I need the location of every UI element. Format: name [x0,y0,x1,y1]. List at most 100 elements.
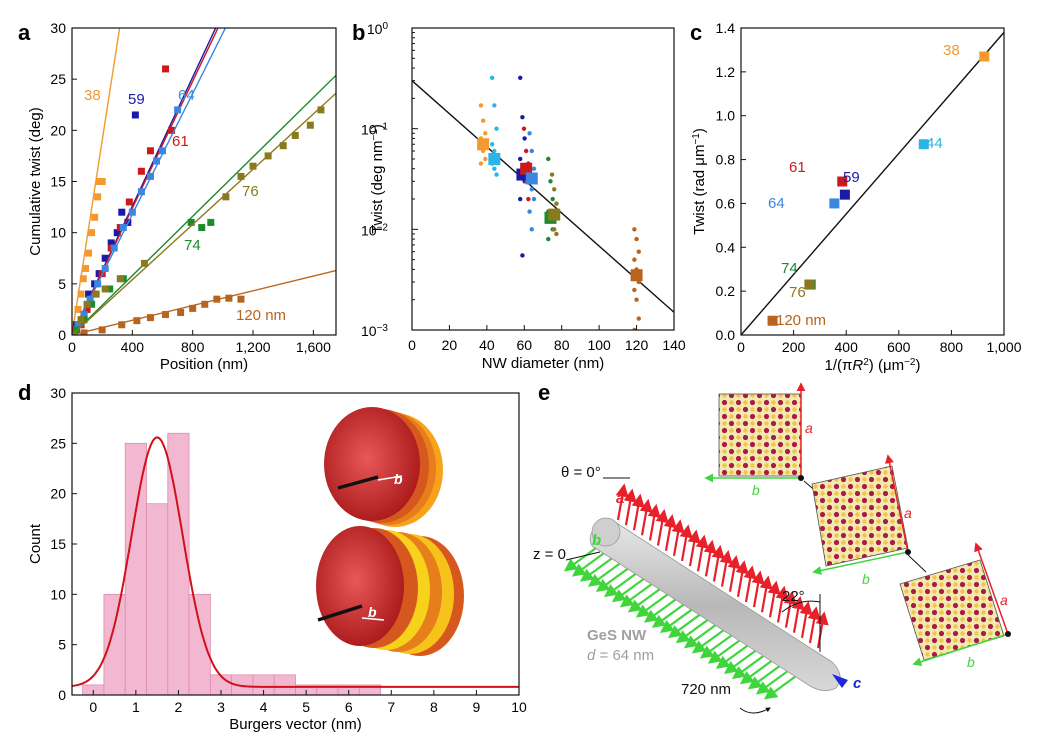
cell-a-axis [885,454,909,553]
dislocation-line [317,604,363,622]
b-arrow [619,582,653,608]
y-axis-title: Count [27,523,44,564]
b-axis-label-wire: b [592,532,601,549]
data-point-76 [291,131,299,139]
data-point-120 nm [189,304,197,312]
x-tick-label: 8 [430,699,438,715]
crystal-cell-3: a b [899,542,1011,670]
a-arrow [783,590,797,628]
chart-panel-d: 0 1 2 3 4 5 6 7 8 9 10 0 5 10 15 20 25 30 Burgers vector (… [27,385,527,733]
raw-point [520,114,525,120]
histogram-bar [124,442,147,696]
raw-point [520,253,525,258]
data-point-74 [187,218,195,226]
b-arrow [635,593,669,618]
data-point-59 [107,239,115,247]
data-point-120 nm [237,295,245,303]
point-label-59: 59 [843,169,860,186]
burgers-label-bottom: b [368,604,377,620]
y-tick-label: 10−2 [361,222,388,239]
x-axis-title: Position (nm) [160,356,248,373]
b-arrow [763,675,797,700]
fit-line [741,31,1004,335]
b-arrow [739,659,773,685]
data-point-74 [73,326,81,334]
plot-area [412,75,674,330]
plot-area [741,31,1004,335]
burgers-label-top: b [394,471,403,487]
data-point-120 nm [162,311,170,319]
cell-a-axis [974,542,1009,635]
raw-point [489,75,495,81]
b-arrow [627,588,661,613]
theta-label: θ = 0° [561,464,601,481]
b-arrow [579,557,613,582]
data-point-76 [237,172,245,180]
data-point-64 [137,188,145,196]
data-point-76 [83,300,91,308]
data-point-74 [198,224,206,232]
data-point-64 [94,280,102,288]
z-ref-line [565,551,601,561]
b-arrow [699,634,733,659]
a-arrow [639,498,653,536]
histogram-bar [273,674,296,696]
data-point-59 [85,290,93,298]
b-arrow [755,669,789,695]
pitch-label: 720 nm [681,681,731,698]
cell-a-label: a [1000,592,1008,608]
raw-point [529,227,534,232]
x-tick-label: 0 [89,699,97,715]
data-point-61 [162,65,170,73]
series-label-76: 76 [242,183,259,200]
burgers-arrow-top [377,475,403,481]
point-label-61: 61 [789,159,806,176]
b-arrow [723,649,757,674]
panel-letter-d: d [18,380,31,405]
x-tick-label: 6 [345,699,353,715]
a-arrow [663,514,677,551]
mean-point [548,208,561,221]
b-arrow [691,629,725,654]
nanowire-end-cap [591,517,621,547]
y-axis-title: Twist (rad μm−1) [691,128,709,235]
red-a-arrows [615,483,829,649]
b-arrow [659,608,693,634]
raw-point [521,126,527,131]
b-arrow [563,547,597,572]
y-tick-label: 15 [50,174,66,190]
raw-point [518,75,523,81]
data-point-76 [804,279,815,290]
data-point-38 [74,305,82,313]
a-arrow [735,560,749,597]
raw-point [552,227,557,232]
fit-line-61 [72,28,219,335]
disc-face [316,526,404,646]
data-point-120 nm [98,326,106,334]
x-axis-title: NW diameter (nm) [482,355,605,372]
data-point-120 nm [225,294,233,302]
raw-point [483,156,488,162]
a-arrow [767,580,781,618]
panel-letter-e: e [538,380,550,405]
b-arrow [747,664,781,690]
disc-face [324,407,420,521]
data-point-61 [168,126,176,134]
b-arrow [595,567,629,593]
x-tick-label: 2 [175,699,183,715]
raw-point [632,257,637,262]
y-tick-label: 15 [50,536,66,552]
raw-point [489,142,495,147]
raw-point [552,187,557,192]
raw-point [527,131,532,136]
data-point-38 [88,229,96,237]
y-tick-label: 10 [50,586,66,602]
series-label-38: 38 [84,87,101,104]
x-tick-label: 0 [408,337,416,353]
raw-point [634,297,639,302]
data-point-64 [174,106,182,114]
x-tick-label: 60 [516,337,532,353]
b-arrow [675,618,709,644]
y-tick-label: 0.2 [716,283,736,299]
